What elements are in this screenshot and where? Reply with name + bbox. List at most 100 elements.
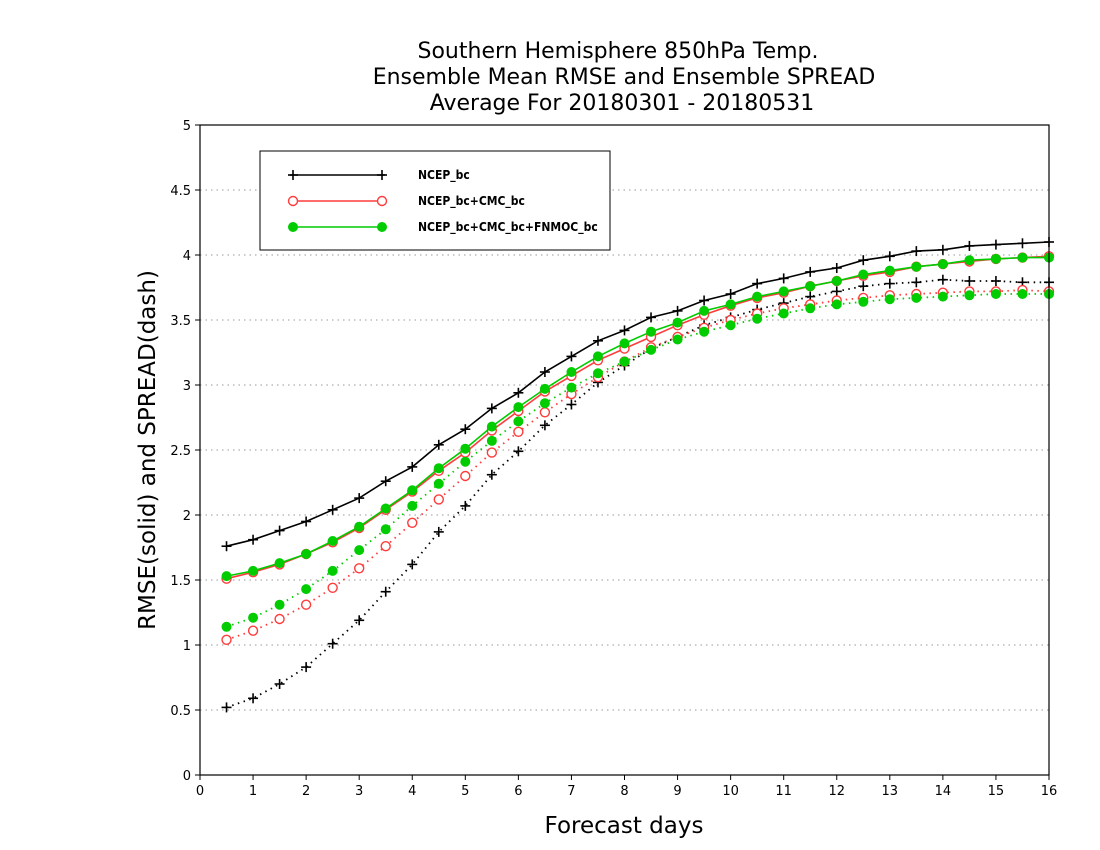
y-tick-label-9: 4.5 (170, 184, 191, 199)
series-1-spread-point-0 (221, 634, 232, 645)
series-2-spread-point-20 (752, 313, 763, 324)
series-2-rmse-point-16 (646, 326, 657, 337)
series-0-rmse-point-12 (539, 367, 550, 377)
series-2-rmse-point-0 (221, 571, 232, 582)
series-0-spread-point-9 (460, 500, 471, 511)
series-0-rmse-point-30 (1017, 238, 1028, 249)
y-axis-label: RMSE(solid) and SPREAD(dash) (135, 270, 161, 630)
series-0-rmse-point-0 (221, 541, 232, 552)
x-tick-label-0: 0 (196, 784, 204, 799)
series-1-spread-point-9 (460, 470, 471, 482)
series-2-rmse-point-23 (831, 276, 842, 286)
legend-label-2: NCEP_bc+CMC_bc+FNMOC_bc (418, 220, 598, 235)
series-2-spread-point-29 (990, 289, 1001, 299)
series-0-rmse-point-24 (858, 255, 869, 266)
series-0-spread-point-6 (380, 586, 391, 597)
x-tick-label-4: 4 (408, 784, 416, 799)
series-2-spread-point-9 (460, 456, 471, 467)
y-tick-label-0: 0 (183, 769, 191, 784)
series-2-spread-point-3 (301, 584, 312, 595)
series-0-spread-point-29 (990, 276, 1001, 286)
series-2-spread-point-18 (699, 326, 710, 337)
series-2-rmse-point-1 (248, 565, 259, 576)
chart-title: Southern Hemisphere 850hPa Temp. Ensembl… (373, 39, 876, 116)
series-2-rmse-point-8 (433, 463, 444, 474)
series-0-rmse-point-23 (831, 263, 842, 273)
series-2-rmse-point-19 (725, 299, 736, 310)
y-tick-label-4: 2 (183, 509, 191, 524)
y-tick-label-8: 4 (183, 249, 191, 264)
series-0-rmse-point-16 (646, 312, 657, 323)
series-2-spread-point-5 (354, 545, 365, 556)
series-2-rmse-point-22 (805, 281, 816, 292)
y-tick-label-2: 1 (183, 639, 191, 654)
series-2-rmse-point-3 (301, 549, 312, 559)
x-tick-label-6: 6 (514, 784, 522, 799)
series-0-rmse-point-18 (699, 295, 710, 306)
series-2-rmse-point-29 (990, 253, 1001, 264)
series-2-rmse-point-15 (619, 338, 630, 349)
series-2-rmse-point-9 (460, 443, 471, 454)
series-0-spread-point-3 (301, 662, 312, 673)
series-2-rmse-point-26 (911, 261, 922, 272)
series-2-rmse-point-30 (1017, 252, 1028, 263)
x-tick-label-5: 5 (461, 784, 469, 799)
series-2-spread-point-12 (539, 398, 550, 409)
x-tick-label-12: 12 (828, 784, 845, 799)
x-tick-label-16: 16 (1041, 784, 1058, 799)
series-0-rmse-point-8 (433, 439, 444, 450)
series-2-spread-point-17 (672, 334, 683, 345)
series-0-rmse-point-4 (327, 504, 338, 515)
series-0-spread-line (226, 278, 1049, 709)
series-2-spread-point-22 (805, 303, 816, 314)
x-tick-label-9: 9 (673, 784, 681, 799)
chart-title-line-2: Ensemble Mean RMSE and Ensemble SPREAD (373, 65, 876, 90)
x-tick-label-1: 1 (249, 784, 257, 799)
y-tick-label-3: 1.5 (170, 574, 191, 589)
series-0-spread-point-7 (407, 559, 418, 570)
series-0-spread-point-24 (858, 281, 869, 292)
series-2-rmse-point-20 (752, 291, 763, 302)
series-2-rmse-point-13 (566, 367, 577, 377)
legend-swatch-marker-left-2 (288, 222, 298, 232)
series-0-rmse-point-17 (672, 305, 683, 316)
series-2-spread-point-23 (831, 299, 842, 310)
legend-swatch-marker-left-0 (288, 170, 298, 180)
y-tick-label-1: 0.5 (170, 704, 191, 719)
series-1-spread-point-12 (539, 407, 551, 418)
x-tick-label-8: 8 (620, 784, 628, 799)
series-0-rmse-point-2 (274, 525, 285, 536)
series-1-spread-point-3 (300, 599, 312, 610)
series-2-rmse-point-25 (884, 265, 895, 276)
series-2-spread-point-11 (513, 416, 524, 427)
series-0-rmse-point-21 (778, 273, 789, 284)
series-1-spread-point-11 (513, 426, 524, 437)
series-2-rmse-point-7 (407, 485, 418, 496)
series-2-spread-point-24 (858, 296, 869, 307)
legend-swatch-marker-left-1 (287, 195, 299, 207)
legend-swatch-marker-right-1 (376, 195, 388, 207)
x-tick-label-3: 3 (355, 784, 363, 799)
series-0-rmse-point-29 (990, 239, 1001, 250)
series-0-rmse-point-3 (301, 516, 312, 527)
series-1-spread-point-4 (327, 582, 338, 593)
series-2-rmse-point-18 (699, 305, 710, 316)
x-tick-label-11: 11 (775, 784, 792, 799)
series-2-spread-point-30 (1017, 289, 1028, 299)
series-1-spread (221, 284, 1055, 645)
legend-entry-2: NCEP_bc+CMC_bc+FNMOC_bc (288, 220, 598, 235)
series-2-rmse-point-2 (274, 558, 285, 569)
series-0-rmse-point-1 (248, 534, 259, 545)
y-tick-label-10: 5 (183, 119, 191, 134)
series-2-spread-point-28 (964, 290, 975, 301)
series-0-rmse-point-22 (805, 266, 816, 277)
series-2-spread-point-27 (937, 291, 948, 302)
legend-entry-1: NCEP_bc+CMC_bc (287, 194, 525, 209)
x-tick-label-2: 2 (302, 784, 310, 799)
series-2-rmse-point-4 (327, 536, 338, 546)
series-0-rmse-point-19 (725, 289, 736, 299)
series-layer (221, 237, 1055, 713)
series-2-spread-point-15 (619, 356, 630, 367)
series-0-spread-point-25 (884, 278, 895, 289)
series-2-rmse-point-10 (486, 421, 497, 432)
